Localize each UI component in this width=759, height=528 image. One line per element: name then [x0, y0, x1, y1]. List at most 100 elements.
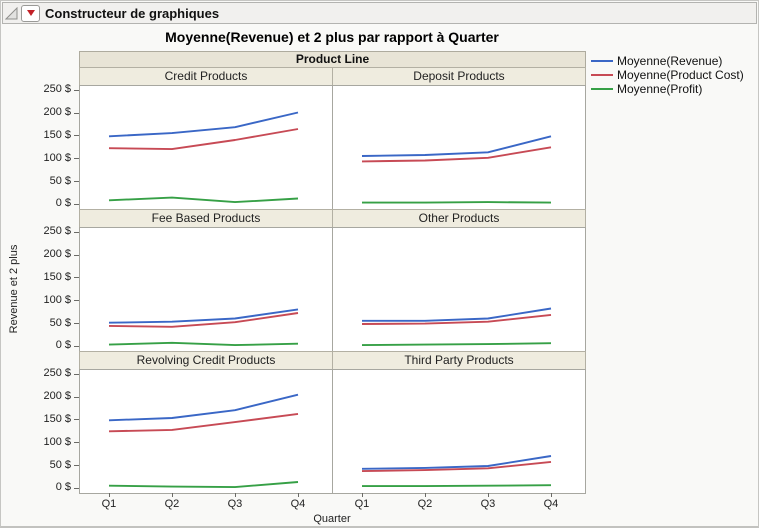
x-axis-title[interactable]: Quarter: [313, 513, 351, 525]
y-tick-mark: [74, 396, 79, 398]
y-tick-label: 150 $: [43, 412, 71, 425]
legend-item-moyenne-product-cost-[interactable]: Moyenne(Product Cost): [591, 68, 744, 82]
collapse-triangle-icon[interactable]: [5, 6, 18, 20]
x-tick-mark: [171, 493, 173, 497]
line-moyenne-revenue-[interactable]: [108, 111, 299, 138]
y-tick-label: 200 $: [43, 248, 71, 261]
legend-label: Moyenne(Product Cost): [617, 68, 744, 82]
x-tick-label: Q1: [354, 498, 370, 510]
y-tick-mark: [74, 277, 79, 279]
x-tick-label: Q1: [101, 498, 117, 510]
x-tick-label: Q3: [227, 498, 243, 510]
x-tick-mark: [108, 493, 110, 497]
x-tick-mark: [550, 493, 552, 497]
line-moyenne-revenue-[interactable]: [108, 393, 299, 422]
y-tick-mark: [74, 203, 79, 205]
legend-line-swatch: [591, 60, 613, 62]
panel-fee-based-products[interactable]: [79, 227, 333, 352]
panel-revolving-credit-products[interactable]: [79, 369, 333, 494]
y-tick-mark: [74, 231, 79, 233]
line-moyenne-profit-[interactable]: [108, 196, 299, 204]
line-moyenne-profit-[interactable]: [108, 481, 299, 489]
line-moyenne-product-cost-[interactable]: [108, 128, 299, 151]
legend-item-moyenne-profit-[interactable]: Moyenne(Profit): [591, 82, 744, 96]
y-tick-label: 100 $: [43, 435, 71, 448]
y-tick-mark: [74, 135, 79, 137]
y-tick-label: 250 $: [43, 225, 71, 238]
x-tick-mark: [487, 493, 489, 497]
y-tick-mark: [74, 465, 79, 467]
line-moyenne-revenue-[interactable]: [108, 308, 299, 324]
outline-title[interactable]: Constructeur de graphiques: [45, 5, 220, 21]
x-tick-mark: [234, 493, 236, 497]
y-tick-mark: [74, 419, 79, 421]
line-moyenne-product-cost-[interactable]: [361, 460, 552, 473]
line-moyenne-product-cost-[interactable]: [361, 146, 552, 163]
x-tick-label: Q2: [417, 498, 433, 510]
x-tick-label: Q4: [543, 498, 559, 510]
y-tick-label: 50 $: [49, 174, 71, 187]
panel-deposit-products[interactable]: [332, 85, 586, 210]
line-moyenne-profit-[interactable]: [361, 342, 552, 347]
chart-title: Moyenne(Revenue) et 2 plus par rapport à…: [165, 29, 499, 45]
y-tick-label: 250 $: [43, 83, 71, 96]
line-moyenne-product-cost-[interactable]: [108, 412, 299, 433]
legend-item-moyenne-revenue-[interactable]: Moyenne(Revenue): [591, 54, 744, 68]
x-tick-label: Q3: [480, 498, 496, 510]
legend-line-swatch: [591, 88, 613, 90]
x-tick-mark: [297, 493, 299, 497]
y-tick-mark: [74, 158, 79, 160]
y-tick-mark: [74, 89, 79, 91]
y-axis-title[interactable]: Revenue et 2 plus: [8, 244, 20, 334]
line-moyenne-product-cost-[interactable]: [108, 312, 299, 328]
y-tick-label: 200 $: [43, 106, 71, 119]
panel-credit-products[interactable]: [79, 85, 333, 210]
y-tick-mark: [74, 442, 79, 444]
facet-header-product-line[interactable]: Product Line: [79, 51, 586, 68]
outline-header[interactable]: Constructeur de graphiques: [2, 2, 757, 24]
x-tick-label: Q4: [290, 498, 306, 510]
x-tick-label: Q2: [164, 498, 180, 510]
line-moyenne-product-cost-[interactable]: [361, 313, 552, 325]
y-tick-label: 150 $: [43, 128, 71, 141]
line-moyenne-profit-[interactable]: [108, 341, 299, 347]
facet-label-credit-products: Credit Products: [79, 67, 333, 86]
y-tick-mark: [74, 323, 79, 325]
y-tick-mark: [74, 254, 79, 256]
panel-third-party-products[interactable]: [332, 369, 586, 494]
facet-label-other-products: Other Products: [332, 209, 586, 228]
x-tick-mark: [424, 493, 426, 497]
y-tick-label: 100 $: [43, 293, 71, 306]
y-tick-label: 200 $: [43, 390, 71, 403]
y-tick-label: 150 $: [43, 270, 71, 283]
y-tick-mark: [74, 112, 79, 114]
line-moyenne-revenue-[interactable]: [361, 455, 552, 470]
panel-other-products[interactable]: [332, 227, 586, 352]
line-moyenne-profit-[interactable]: [362, 484, 552, 488]
red-triangle-menu-button[interactable]: [21, 4, 40, 22]
x-tick-mark: [361, 493, 363, 497]
y-tick-label: 0 $: [55, 197, 71, 210]
y-tick-label: 100 $: [43, 151, 71, 164]
y-tick-label: 250 $: [43, 367, 71, 380]
legend-label: Moyenne(Revenue): [617, 54, 723, 68]
y-tick-mark: [74, 345, 79, 347]
facet-label-third-party-products: Third Party Products: [332, 351, 586, 370]
y-tick-label: 50 $: [49, 316, 71, 329]
y-tick-mark: [74, 487, 79, 489]
facet-label-fee-based-products: Fee Based Products: [79, 209, 333, 228]
legend-line-swatch: [591, 74, 613, 76]
y-tick-mark: [74, 373, 79, 375]
y-tick-label: 50 $: [49, 458, 71, 471]
y-tick-label: 0 $: [55, 481, 71, 494]
facet-label-deposit-products: Deposit Products: [332, 67, 586, 86]
legend-label: Moyenne(Profit): [617, 82, 703, 96]
legend: Moyenne(Revenue) Moyenne(Product Cost) Moy…: [591, 54, 744, 96]
facet-label-revolving-credit-products: Revolving Credit Products: [79, 351, 333, 370]
line-moyenne-revenue-[interactable]: [362, 307, 552, 322]
line-moyenne-revenue-[interactable]: [361, 135, 552, 157]
line-moyenne-profit-[interactable]: [362, 201, 552, 204]
y-tick-mark: [74, 300, 79, 302]
y-tick-mark: [74, 181, 79, 183]
